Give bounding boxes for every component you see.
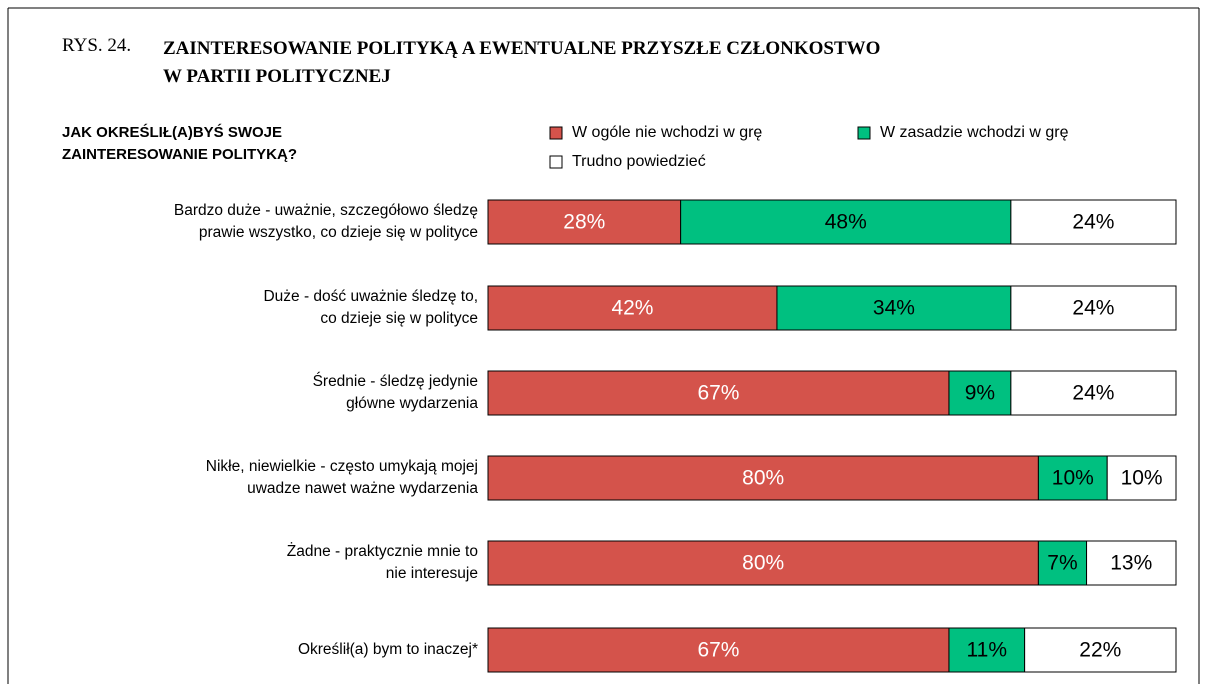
data-label: 80% <box>742 467 784 490</box>
chart-title: ZAINTERESOWANIE POLITYKĄ A EWENTUALNE PR… <box>163 38 881 87</box>
legend-label: Trudno powiedzieć <box>572 153 706 170</box>
bar-segment <box>1086 540 1177 586</box>
category-label: Żadne - praktycznie mnie to nie interesu… <box>286 543 478 582</box>
legend-label: W ogóle nie wchodzi w grę <box>572 124 762 141</box>
data-label: 34% <box>873 297 915 320</box>
data-label: 9% <box>965 382 995 405</box>
bar-segment <box>1010 370 1177 416</box>
data-label: 22% <box>1079 639 1121 662</box>
bar-segment <box>1037 455 1108 501</box>
data-label: 24% <box>1072 211 1114 234</box>
data-label: 11% <box>967 639 1007 662</box>
category-label: Nikłe, niewielkie - często umykają mojej… <box>205 458 478 497</box>
data-label: 67% <box>697 639 739 662</box>
bar-segment <box>776 285 1012 331</box>
bar-segment <box>487 627 950 673</box>
bar-segment <box>1106 455 1177 501</box>
legend-label: W zasadzie wchodzi w grę <box>880 124 1069 141</box>
legend-swatch <box>549 155 563 169</box>
data-label: 48% <box>825 211 867 234</box>
bar-segment <box>487 199 682 245</box>
data-label: 10% <box>1052 467 1094 490</box>
category-label: Duże - dość uważnie śledzę to, co dzieje… <box>263 288 478 327</box>
bar-segment <box>487 370 950 416</box>
data-label: 24% <box>1072 297 1114 320</box>
data-label: 10% <box>1121 467 1163 490</box>
category-label: Średnie - śledzę jedynie główne wydarzen… <box>312 373 478 412</box>
data-label: 42% <box>611 297 653 320</box>
data-label: 80% <box>742 552 784 575</box>
bar-segment <box>680 199 1012 245</box>
bar-segment <box>487 455 1039 501</box>
bar-segment <box>948 370 1012 416</box>
legend-swatch <box>857 126 871 140</box>
figure-label: RYS. 24. <box>62 35 132 56</box>
legend-swatch <box>549 126 563 140</box>
bar-segment <box>1010 285 1177 331</box>
data-label: 13% <box>1110 552 1152 575</box>
data-label: 28% <box>563 211 605 234</box>
data-label: 7% <box>1047 552 1077 575</box>
bar-segment <box>948 627 1026 673</box>
data-label: 67% <box>697 382 739 405</box>
category-label: Określił(a) bym to inaczej* <box>297 641 478 658</box>
bar-segment <box>1010 199 1177 245</box>
category-label: Bardzo duże - uważnie, szczegółowo śledz… <box>173 202 478 241</box>
y-axis-label: JAK OKREŚLIŁ(A)BYŚ SWOJE ZAINTERESOWANIE… <box>62 124 298 163</box>
bar-segment <box>487 285 778 331</box>
bar-segment <box>1024 627 1177 673</box>
bar-segment <box>1037 540 1088 586</box>
data-label: 24% <box>1072 382 1114 405</box>
